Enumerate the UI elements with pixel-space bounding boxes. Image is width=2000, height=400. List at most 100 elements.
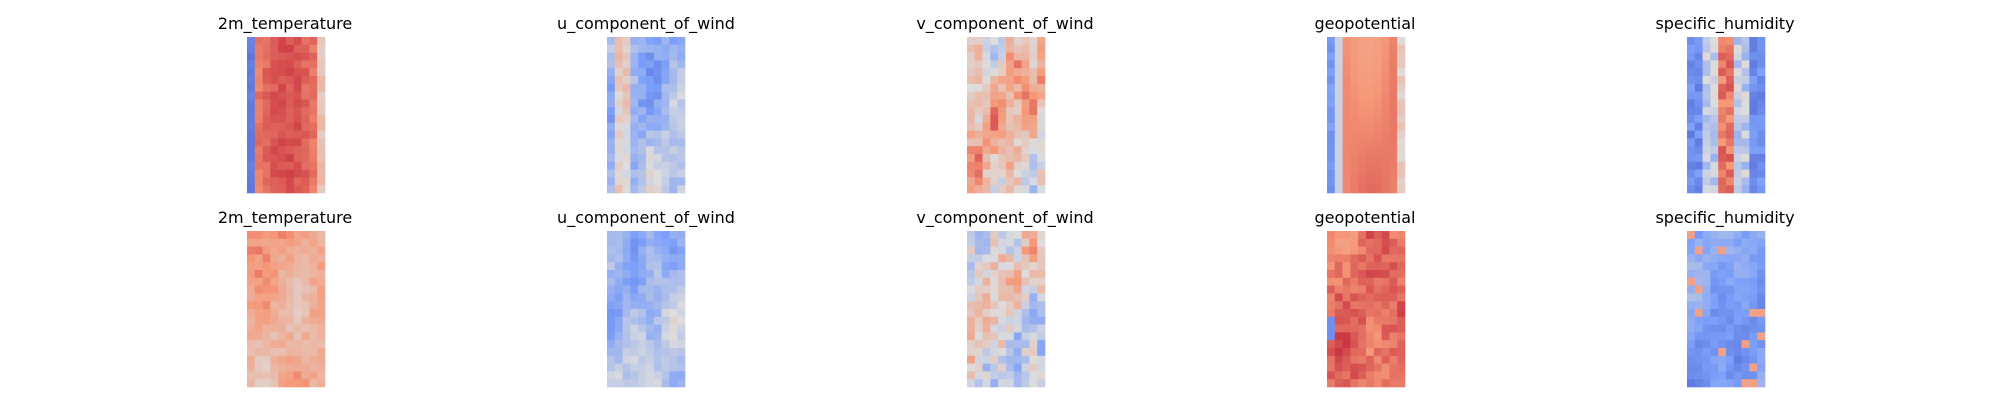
heatmap-cell xyxy=(669,285,678,294)
heatmap-cell xyxy=(1327,161,1336,170)
heatmap-cell xyxy=(1687,83,1696,92)
heatmap-cell xyxy=(646,122,655,131)
heatmap-cell xyxy=(622,316,631,325)
heatmap-cell xyxy=(974,60,983,69)
heatmap-cell xyxy=(1013,262,1022,271)
heatmap-cell xyxy=(1733,340,1742,349)
heatmap-cell xyxy=(1726,138,1735,147)
heatmap-cell xyxy=(1710,37,1719,46)
heatmap-cell xyxy=(293,270,302,279)
heatmap-cell xyxy=(254,371,263,380)
heatmap-cell xyxy=(270,68,279,77)
heatmap-cell xyxy=(247,138,256,147)
heatmap-cell xyxy=(1749,44,1758,53)
heatmap-cell xyxy=(1757,68,1766,77)
heatmap-cell xyxy=(1373,154,1382,163)
heatmap-cell xyxy=(607,122,616,131)
heatmap-cell xyxy=(1757,37,1766,46)
heatmap-cell xyxy=(286,138,295,147)
heatmap-cell xyxy=(1694,107,1703,116)
heatmap-cell xyxy=(1373,340,1382,349)
heatmap-cell xyxy=(1694,177,1703,186)
heatmap-cell xyxy=(607,254,616,263)
heatmap-cell xyxy=(1373,122,1382,131)
heatmap-cell xyxy=(1726,231,1735,240)
heatmap-cell xyxy=(967,332,976,341)
heatmap-cell xyxy=(1741,68,1750,77)
heatmap-cell xyxy=(247,146,256,155)
heatmap-cell xyxy=(669,316,678,325)
heatmap-cell xyxy=(1389,76,1398,85)
heatmap-cell xyxy=(1013,115,1022,124)
heatmap-cell xyxy=(1694,99,1703,108)
heatmap-cell xyxy=(247,324,256,333)
heatmap-cell xyxy=(1013,91,1022,100)
heatmap-cell xyxy=(607,348,616,357)
heatmap-cell xyxy=(1702,246,1711,255)
heatmap-cell xyxy=(1013,161,1022,170)
heatmap-cell xyxy=(1389,91,1398,100)
heatmap-cell xyxy=(646,363,655,372)
heatmap-cell xyxy=(1687,44,1696,53)
heatmap-cell xyxy=(278,262,287,271)
heatmap-cell xyxy=(607,363,616,372)
heatmap-cell xyxy=(1397,146,1406,155)
heatmap-cell xyxy=(614,340,623,349)
heatmap-cell xyxy=(1334,340,1343,349)
heatmap-cell xyxy=(254,83,263,92)
heatmap-cell xyxy=(1037,185,1046,194)
heatmap-cell xyxy=(990,332,999,341)
heatmap-cell xyxy=(293,277,302,286)
heatmap-cell xyxy=(293,355,302,364)
heatmap-cell xyxy=(1726,293,1735,302)
heatmap-cell xyxy=(646,91,655,100)
heatmap-cell xyxy=(1718,238,1727,247)
heatmap-cell xyxy=(270,146,279,155)
heatmap-cell xyxy=(1702,76,1711,85)
heatmap-cell xyxy=(646,270,655,279)
heatmap-cell xyxy=(1397,324,1406,333)
heatmap-cell xyxy=(1350,60,1359,69)
heatmap-cell xyxy=(974,340,983,349)
heatmap-cell xyxy=(1694,231,1703,240)
heatmap-cell xyxy=(247,37,256,46)
heatmap-cell xyxy=(1749,154,1758,163)
heatmap-cell xyxy=(262,185,271,194)
heatmap-cell xyxy=(1687,355,1696,364)
heatmap-cell xyxy=(1718,231,1727,240)
heatmap-cell xyxy=(1013,231,1022,240)
heatmap-cell xyxy=(1687,277,1696,286)
heatmap-cell xyxy=(630,231,639,240)
heatmap-cell xyxy=(1334,371,1343,380)
heatmap-cell xyxy=(677,138,686,147)
heatmap-cell xyxy=(1350,146,1359,155)
heatmap-cell xyxy=(1757,309,1766,318)
heatmap-cell xyxy=(247,293,256,302)
heatmap-cell xyxy=(286,324,295,333)
heatmap-cell xyxy=(653,231,662,240)
heatmap-cell xyxy=(1718,52,1727,61)
heatmap-cell xyxy=(1757,122,1766,131)
heatmap-cell xyxy=(1381,107,1390,116)
heatmap-cell xyxy=(309,68,318,77)
heatmap-cell xyxy=(967,316,976,325)
heatmap-cell xyxy=(1741,177,1750,186)
heatmap-cell xyxy=(982,348,991,357)
heatmap-cell xyxy=(278,254,287,263)
heatmap-cell xyxy=(1687,185,1696,194)
heatmap-cell xyxy=(669,138,678,147)
heatmap-cell xyxy=(630,169,639,178)
heatmap-cell xyxy=(653,246,662,255)
heatmap-cell xyxy=(1334,122,1343,131)
heatmap-cell xyxy=(982,246,991,255)
heatmap-cell xyxy=(967,301,976,310)
heatmap-cell xyxy=(669,324,678,333)
heatmap-cell xyxy=(1029,231,1038,240)
heatmap-cell xyxy=(1702,60,1711,69)
heatmap-cell xyxy=(1342,301,1351,310)
heatmap-cell xyxy=(309,285,318,294)
heatmap-cell xyxy=(1389,332,1398,341)
heatmap-cell xyxy=(638,231,647,240)
heatmap-cell xyxy=(622,99,631,108)
heatmap-cell xyxy=(1021,146,1030,155)
